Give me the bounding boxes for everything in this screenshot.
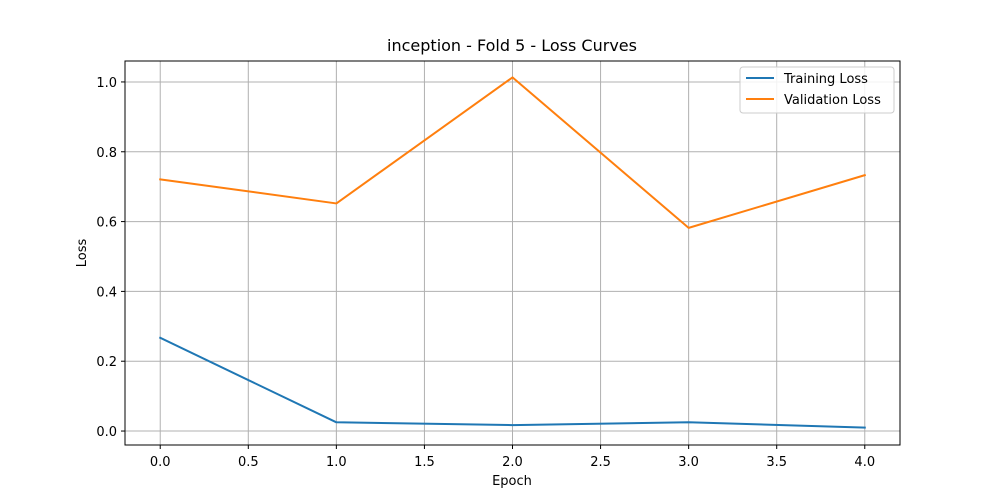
data-point-training-loss (512, 424, 513, 426)
y-axis-label: Loss (75, 239, 90, 268)
x-tick-label: 3.5 (766, 455, 787, 470)
x-tick-label: 2.5 (590, 455, 611, 470)
x-tick-label: 0.5 (238, 455, 259, 470)
legend-label-validation-loss: Validation Loss (784, 93, 881, 108)
x-tick-label: 3.0 (678, 455, 699, 470)
chart-title: inception - Fold 5 - Loss Curves (387, 36, 637, 55)
legend-label-training-loss: Training Loss (783, 72, 868, 87)
axis-ticks: 0.0 0.5 1.0 1.5 2.0 2.5 3.0 3.5 4.0 0.0 0.2 0.4 0.6 0… (96, 76, 875, 470)
y-tick-label: 1.0 (96, 76, 117, 91)
series-lines (158, 76, 867, 429)
y-tick-label: 0.6 (96, 216, 117, 231)
x-axis-label: Epoch (492, 474, 532, 489)
x-tick-label: 0.0 (150, 455, 171, 470)
data-point-validation-loss (335, 202, 337, 204)
y-tick-label: 0.0 (96, 425, 117, 440)
y-tick-label: 0.2 (96, 355, 117, 370)
legend: Training Loss Validation Loss (739, 66, 895, 114)
data-point-training-loss (864, 427, 866, 429)
data-point-training-loss (688, 421, 690, 423)
data-point-validation-loss (688, 227, 690, 229)
data-point-training-loss (159, 337, 161, 339)
x-tick-label: 4.0 (854, 455, 875, 470)
data-point-validation-loss (864, 174, 866, 176)
x-tick-label: 2.0 (502, 455, 523, 470)
data-point-validation-loss (512, 76, 513, 78)
legend-box (739, 66, 895, 114)
y-tick-label: 0.8 (96, 146, 117, 161)
grid-lines (125, 61, 900, 445)
x-tick-label: 1.5 (414, 455, 435, 470)
y-tick-label: 0.4 (96, 285, 117, 300)
x-tick-label: 1.0 (326, 455, 347, 470)
data-point-training-loss (335, 421, 337, 423)
data-point-validation-loss (159, 178, 161, 180)
